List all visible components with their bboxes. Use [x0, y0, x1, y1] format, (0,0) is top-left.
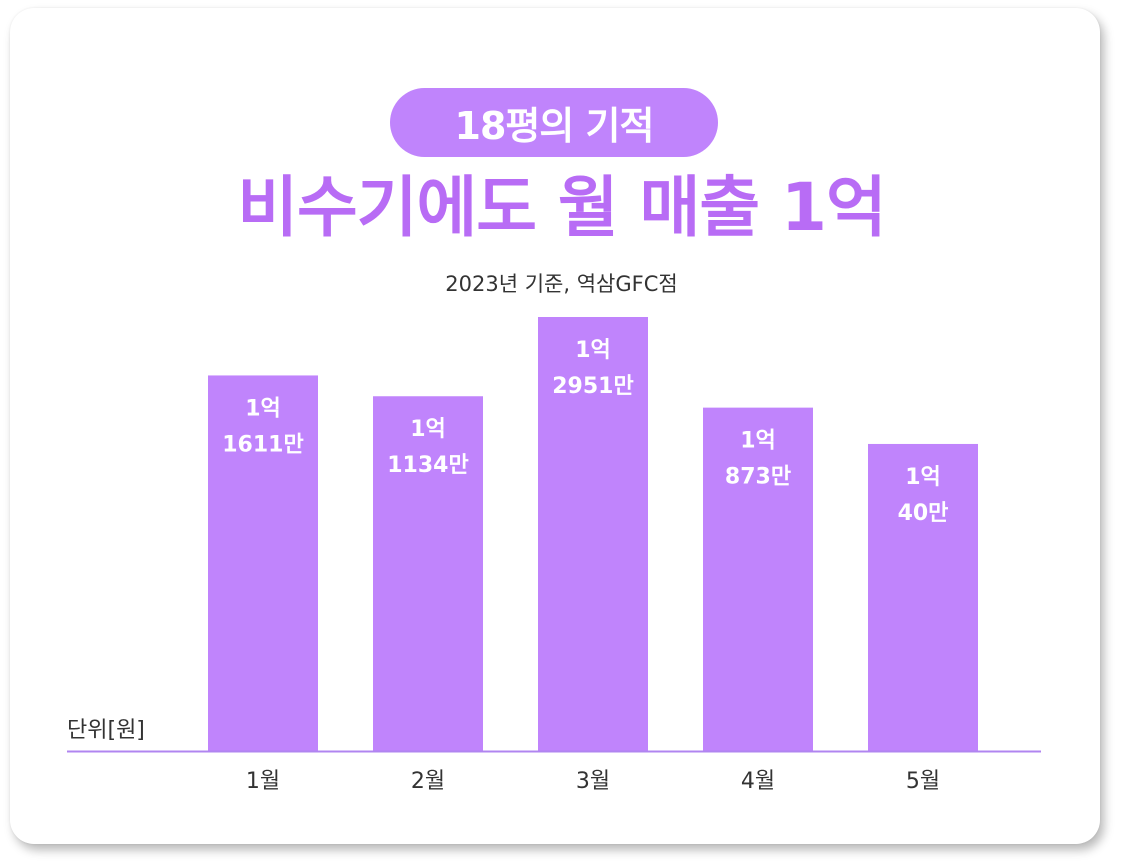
x-tick-label: 1월: [246, 769, 280, 794]
bar-data-label: 2951만: [552, 374, 633, 399]
x-tick-label: 3월: [576, 769, 610, 794]
x-tick-label: 2월: [411, 769, 445, 794]
chart-headline: 비수기에도 월 매출 1억: [237, 169, 886, 246]
x-tick-label: 4월: [741, 769, 775, 794]
bar: [868, 443, 978, 751]
bar-data-label: 1억: [740, 429, 776, 454]
x-tick-label: 5월: [906, 769, 940, 794]
title-badge-text: 18평의 기적: [454, 104, 655, 148]
y-axis-unit-label: 단위[원]: [67, 718, 145, 743]
bar-data-label: 1611만: [222, 432, 303, 457]
bar-data-label: 1억: [575, 338, 611, 363]
bar: [538, 317, 648, 751]
bar-data-label: 40만: [898, 501, 949, 526]
bar: [703, 407, 813, 751]
title-badge: 18평의 기적: [390, 88, 718, 157]
bar-data-label: 1억: [245, 396, 281, 421]
bar: [208, 375, 318, 751]
bar-data-label: 1억: [410, 417, 446, 442]
bar-data-label: 1134만: [387, 453, 468, 478]
bar-data-label: 1억: [905, 465, 941, 490]
bar-data-label: 873만: [725, 465, 791, 490]
chart-subtitle: 2023년 기준, 역삼GFC점: [445, 272, 678, 296]
bar: [373, 396, 483, 751]
